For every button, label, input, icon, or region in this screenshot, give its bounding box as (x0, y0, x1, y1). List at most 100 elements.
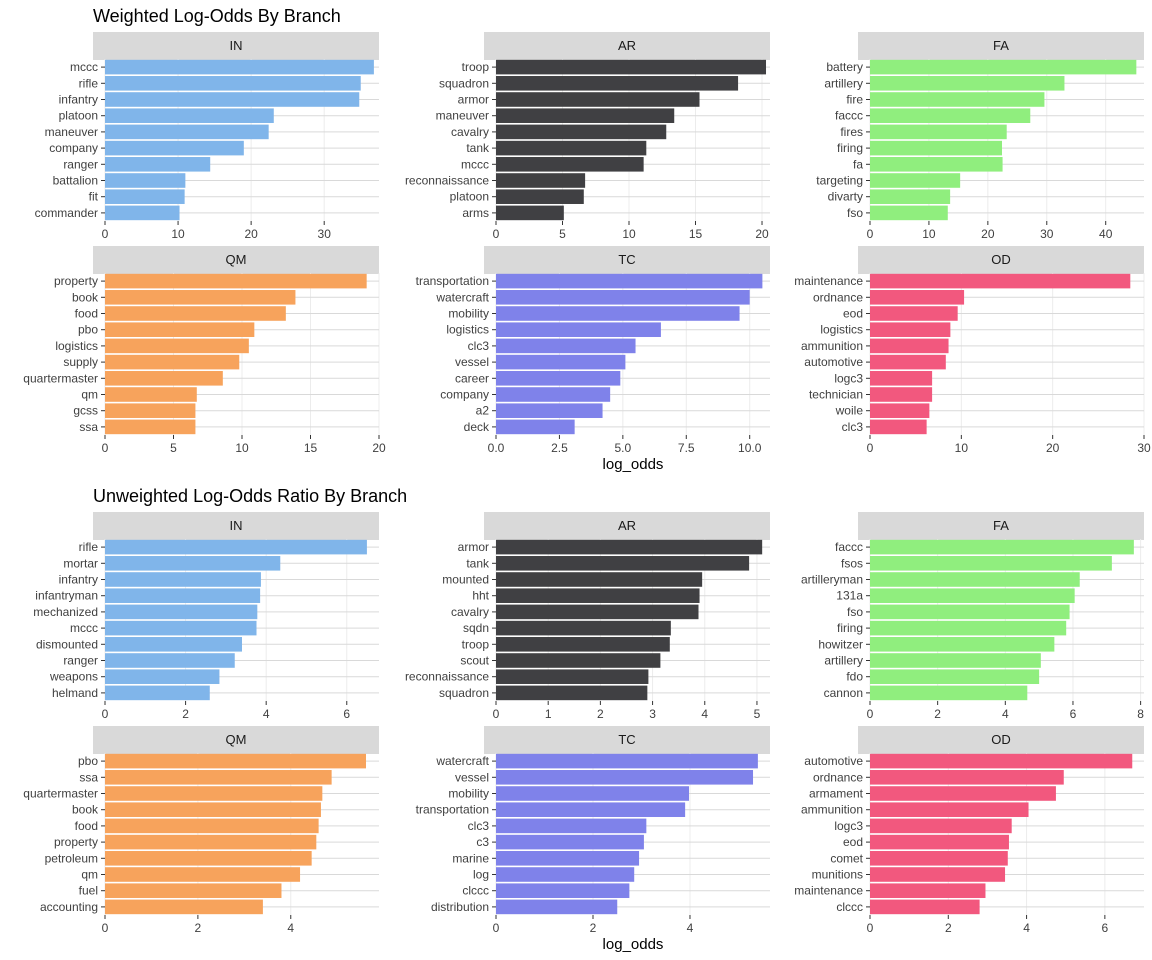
bar (496, 604, 699, 620)
x-tick-label: 2 (182, 707, 189, 721)
bar (870, 556, 1112, 571)
x-tick-label: 2 (590, 921, 597, 935)
x-tick-label: 20 (755, 227, 769, 241)
y-tick-label: munitions (812, 868, 863, 882)
y-tick-label: platoon (59, 109, 98, 123)
x-tick-label: 0 (867, 707, 874, 721)
facet-strip-label: QM (93, 726, 379, 754)
bar (870, 290, 965, 305)
x-tick-label: 0 (102, 707, 109, 721)
y-tick-label: helmand (52, 686, 98, 700)
y-tick-label: fso (847, 206, 863, 220)
y-tick-label: career (455, 371, 489, 385)
bar (105, 59, 374, 75)
bar (870, 834, 1009, 850)
y-tick-label: woile (835, 404, 864, 418)
y-tick-label: scout (460, 654, 489, 668)
bar (496, 205, 564, 221)
bar (870, 189, 951, 204)
x-tick-label: 6 (1102, 921, 1109, 935)
y-tick-label: faccc (835, 540, 863, 554)
y-tick-label: ammunition (801, 339, 863, 353)
y-tick-label: watercraft (435, 290, 489, 304)
bar (870, 572, 1080, 587)
y-tick-label: clc3 (842, 420, 864, 434)
y-tick-label: infantry (59, 93, 98, 107)
bar (105, 403, 196, 418)
x-tick-label: 15 (689, 227, 703, 241)
bar (870, 637, 1055, 652)
x-tick-label: 0 (493, 707, 500, 721)
x-tick-label: 0.0 (488, 441, 505, 455)
x-tick-label: 0 (102, 227, 109, 241)
facet-plot: watercraft vessel mobility transportation cl… (416, 753, 770, 935)
bar (496, 637, 670, 652)
facet-panel-od: OD automotive ordnance armament ammunition lo… (0, 726, 1152, 941)
y-tick-label: artillery (824, 76, 863, 90)
y-tick-label: company (440, 388, 489, 402)
bar (105, 637, 242, 652)
facet-strip-label: TC (484, 726, 770, 754)
y-tick-label: food (75, 819, 98, 833)
x-tick-label: 5 (754, 707, 761, 721)
y-tick-label: armor (458, 540, 489, 554)
y-tick-label: troop (462, 637, 490, 651)
bar (105, 851, 312, 866)
bar (870, 786, 1056, 801)
bar (105, 867, 301, 882)
bar (496, 867, 635, 882)
y-tick-label: squadron (439, 686, 489, 700)
facet-panel-od: OD maintenance ordnance eod logistics ammunit… (0, 246, 1152, 461)
bar (870, 851, 1008, 866)
x-tick-label: 2 (945, 921, 952, 935)
y-tick-label: logistics (820, 323, 863, 337)
bar (105, 588, 261, 603)
y-tick-label: fsos (841, 556, 863, 570)
y-tick-label: clc3 (468, 339, 490, 353)
x-tick-label: 20 (1046, 441, 1060, 455)
y-tick-label: 131a (836, 589, 863, 603)
bar (105, 834, 317, 850)
bar (870, 306, 958, 321)
y-tick-label: ordnance (813, 770, 863, 784)
facet-panel-fa: FA faccc fsos artilleryman 131a fso firing howi… (0, 512, 1152, 727)
x-tick-label: 1 (545, 707, 552, 721)
bar (496, 76, 739, 91)
bar (105, 354, 240, 370)
y-tick-label: watercraft (435, 754, 489, 768)
bar (105, 899, 263, 915)
y-tick-label: battery (826, 60, 863, 74)
facet-strip-label: OD (858, 246, 1144, 274)
bar (496, 403, 603, 418)
bar (105, 419, 196, 435)
bar (105, 124, 269, 140)
x-tick-label: 10 (955, 441, 969, 455)
bar (870, 173, 961, 188)
bar (496, 818, 647, 834)
x-tick-label: 4 (287, 921, 294, 935)
y-tick-label: maneuver (45, 125, 98, 139)
y-tick-label: fires (840, 125, 863, 139)
y-tick-label: gcss (73, 404, 98, 418)
y-tick-label: infantryman (35, 589, 98, 603)
y-tick-label: armor (458, 93, 489, 107)
y-tick-label: clccc (462, 884, 489, 898)
y-tick-label: property (54, 274, 98, 288)
y-tick-label: tank (466, 556, 490, 570)
bar (105, 818, 319, 834)
bar (496, 653, 661, 668)
bar (105, 92, 360, 107)
y-tick-label: logistics (446, 323, 489, 337)
facet-plot: transportation watercraft mobility logistic… (416, 273, 770, 455)
y-tick-label: mccc (70, 621, 98, 635)
x-axis-label: log_odds (602, 456, 664, 473)
bar (496, 140, 647, 156)
y-tick-label: clc3 (468, 819, 490, 833)
bar (105, 108, 274, 123)
bar (105, 387, 197, 402)
facet-strip-label: AR (484, 512, 770, 540)
x-tick-label: 15 (304, 441, 318, 455)
x-tick-label: 30 (1040, 227, 1054, 241)
bar (105, 753, 366, 769)
bar (870, 387, 933, 402)
